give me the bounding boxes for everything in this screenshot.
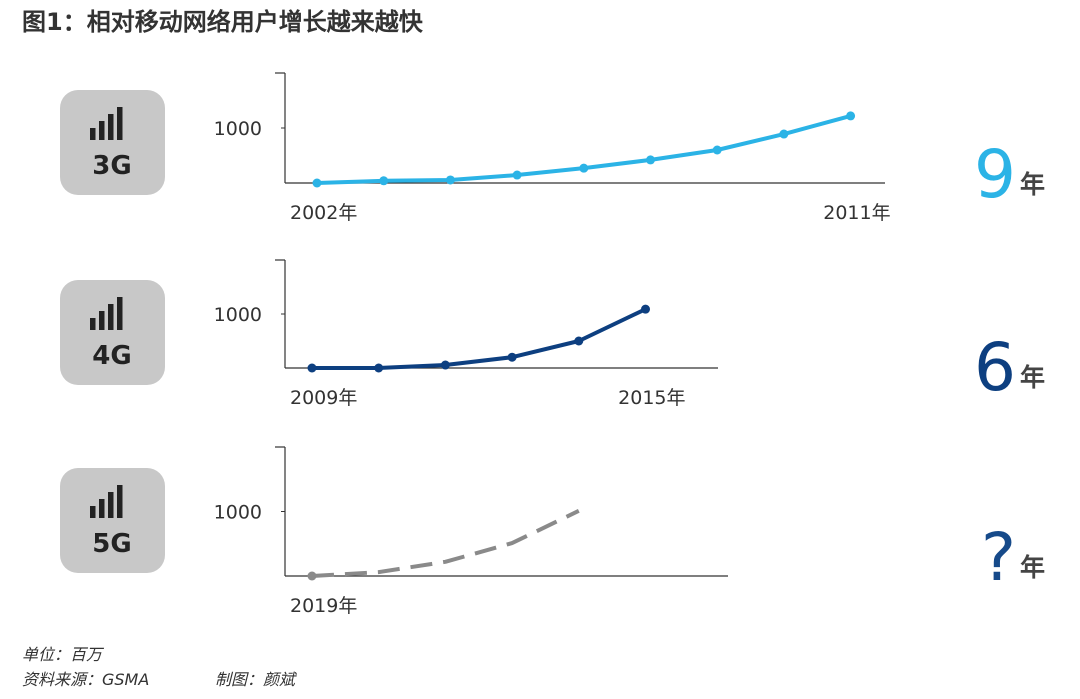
signal-bar (117, 485, 123, 518)
signal-bar (90, 318, 96, 330)
point (507, 352, 517, 362)
series-line (312, 307, 647, 370)
x-tick-label: 2009年 (290, 387, 357, 409)
signal-bar (108, 304, 114, 330)
badge (60, 90, 165, 195)
x-tick-label: 2002年 (290, 202, 357, 224)
x-tick-label: 2019年 (290, 595, 357, 617)
point (307, 571, 317, 581)
unit-note: 单位：百万 (22, 645, 105, 664)
signal-bar (108, 114, 114, 140)
duration-unit: 年 (1020, 363, 1045, 392)
point (779, 129, 789, 139)
y-tick-label: 1000 (214, 304, 262, 326)
source-note: 资料来源：GSMA (22, 670, 149, 689)
badge (60, 468, 165, 573)
x-tick-label: 2015年 (618, 387, 685, 409)
point (379, 176, 389, 186)
duration-value: 6 (974, 329, 1016, 406)
badge (60, 280, 165, 385)
point (641, 304, 650, 314)
duration-unit: 年 (1020, 553, 1045, 582)
point (312, 178, 322, 188)
signal-bar (99, 499, 105, 518)
point (574, 336, 584, 346)
y-tick-label: 1000 (214, 502, 262, 524)
badge-label: 5G (92, 529, 131, 559)
signal-bar (117, 297, 123, 330)
point (512, 170, 522, 180)
point (846, 111, 856, 121)
series-line (311, 509, 580, 578)
y-tick-label: 1000 (214, 118, 262, 140)
x-tick-label: 2011年 (823, 202, 890, 224)
signal-bar (117, 107, 123, 140)
badge-label: 4G (92, 341, 131, 371)
chart-title: 图1：相对移动网络用户增长越来越快 (22, 8, 424, 36)
signal-bar (99, 121, 105, 140)
signal-bar (108, 492, 114, 518)
series-line (316, 113, 852, 185)
point (646, 155, 655, 165)
badge-label: 3G (92, 151, 131, 181)
point (374, 363, 384, 373)
point (712, 145, 722, 155)
point (440, 360, 450, 370)
point (307, 363, 317, 373)
author-note: 制图：颜斌 (215, 670, 297, 689)
point (445, 175, 455, 185)
duration-value: ? (981, 519, 1016, 596)
signal-bar (90, 128, 96, 140)
duration-unit: 年 (1020, 170, 1045, 199)
signal-bar (90, 506, 96, 518)
signal-bar (99, 311, 105, 330)
duration-value: 9 (974, 136, 1016, 213)
point (579, 163, 589, 173)
